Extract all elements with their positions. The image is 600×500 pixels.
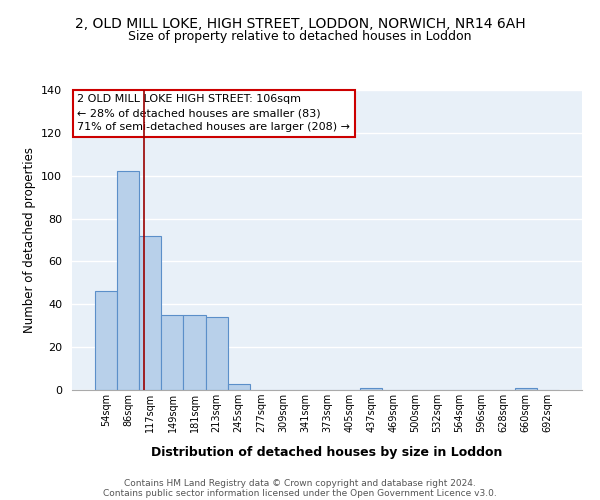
Bar [360, 388, 382, 390]
Text: Contains HM Land Registry data © Crown copyright and database right 2024.: Contains HM Land Registry data © Crown c… [124, 478, 476, 488]
Text: 2, OLD MILL LOKE, HIGH STREET, LODDON, NORWICH, NR14 6AH: 2, OLD MILL LOKE, HIGH STREET, LODDON, N… [74, 18, 526, 32]
Bar [95, 292, 117, 390]
Bar [139, 236, 161, 390]
Bar [515, 388, 537, 390]
Bar [206, 317, 227, 390]
Bar [184, 315, 206, 390]
X-axis label: Distribution of detached houses by size in Loddon: Distribution of detached houses by size … [151, 446, 503, 459]
Text: 2 OLD MILL LOKE HIGH STREET: 106sqm
← 28% of detached houses are smaller (83)
71: 2 OLD MILL LOKE HIGH STREET: 106sqm ← 28… [77, 94, 350, 132]
Bar [117, 172, 139, 390]
Bar [161, 315, 184, 390]
Text: Size of property relative to detached houses in Loddon: Size of property relative to detached ho… [128, 30, 472, 43]
Y-axis label: Number of detached properties: Number of detached properties [23, 147, 35, 333]
Text: Contains public sector information licensed under the Open Government Licence v3: Contains public sector information licen… [103, 488, 497, 498]
Bar [227, 384, 250, 390]
